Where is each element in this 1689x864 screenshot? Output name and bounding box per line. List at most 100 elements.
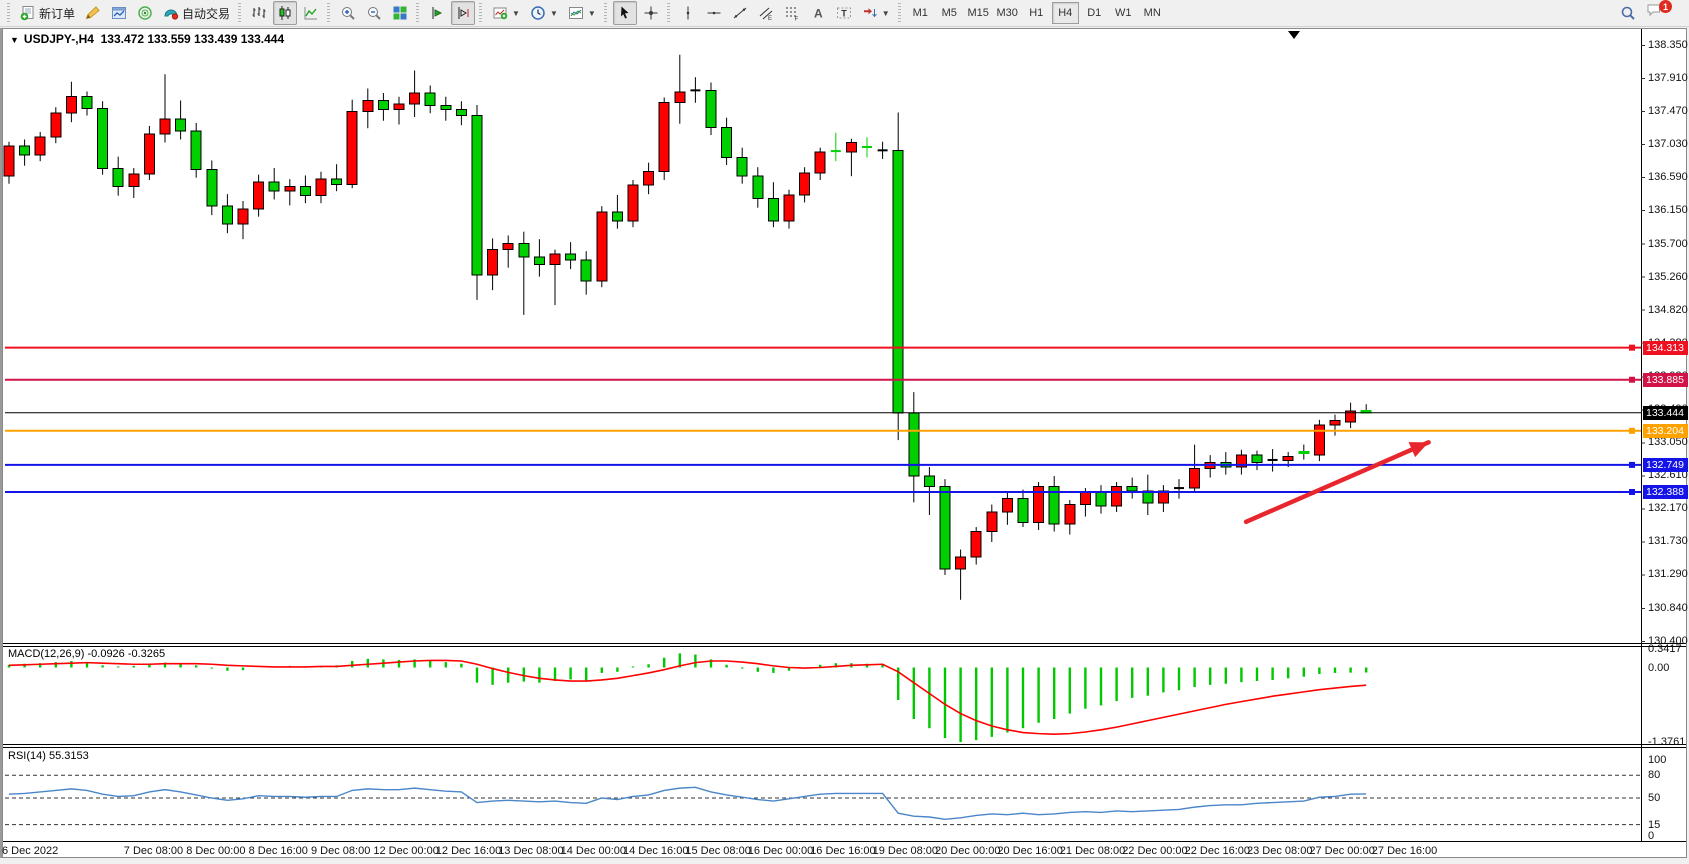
channel-icon: E: [759, 7, 773, 21]
time-tick: 19 Dec 08:00: [872, 845, 939, 857]
search-icon: [1621, 6, 1635, 20]
template-icon: [568, 7, 583, 19]
new-order-icon: [20, 6, 34, 21]
toolbar-group-grip: [238, 3, 242, 23]
svg-text:A: A: [814, 7, 823, 21]
periods-button[interactable]: ▼: [526, 1, 562, 25]
rsi-label: RSI(14): [8, 750, 46, 762]
dropdown-caret-icon: ▼: [549, 8, 558, 18]
price-tick-135.260: 135.260: [1648, 270, 1688, 283]
price-tick-131.730: 131.730: [1648, 535, 1688, 548]
time-tick: 14 Dec 16:00: [623, 845, 689, 857]
time-tick: 22 Dec 00:00: [1122, 845, 1188, 857]
price-badge-133.204: 133.204: [1643, 423, 1688, 438]
time-tick: 16 Dec 16:00: [810, 845, 876, 857]
timeframe-mn-button[interactable]: MN: [1143, 7, 1161, 19]
horizontal-line-button[interactable]: [702, 1, 726, 25]
timeframe-m30-button[interactable]: M30: [996, 7, 1018, 19]
macd-values: -0.0926 -0.3265: [87, 648, 166, 660]
timeframe-m5-button[interactable]: M5: [941, 7, 957, 19]
templates-button[interactable]: ▼: [564, 1, 600, 25]
auto-scroll-button[interactable]: [425, 1, 449, 25]
new-order-button[interactable]: 新订单: [16, 1, 79, 25]
tile-windows-button[interactable]: [388, 1, 412, 25]
price-badge-134.313: 134.313: [1643, 340, 1688, 355]
svg-text:T: T: [841, 9, 847, 19]
dropdown-caret-icon: ▼: [512, 8, 520, 18]
indicators-button[interactable]: ▼: [488, 1, 524, 25]
rsi-pane-header: RSI(14) 55.3153: [8, 750, 89, 762]
time-tick: 12 Dec 16:00: [435, 845, 502, 857]
main-toolbar: 新订单 自动交易 ▼ ▼ ▼ E F A T ▼ M1 M5 M15 M30 H1 H4 D1 W1 MN 1: [0, 0, 1689, 27]
text-button[interactable]: A: [806, 1, 830, 25]
toolbar-group-grip: [479, 3, 483, 23]
toolbar-group-grip: [7, 3, 10, 23]
time-tick: 23 Dec 08:00: [1247, 845, 1313, 857]
zoom-in-button[interactable]: [336, 1, 360, 25]
rsi-tick-15: 15: [1648, 818, 1661, 831]
price-badge-132.388: 132.388: [1643, 484, 1688, 499]
crosshair-button[interactable]: [639, 1, 663, 25]
time-tick: 27 Dec 00:00: [1309, 845, 1375, 857]
vertical-line-button[interactable]: [676, 1, 700, 25]
candles-icon: [279, 6, 291, 20]
chart-shift-button[interactable]: [451, 1, 476, 25]
vline-icon: [686, 6, 690, 20]
market-signal-button[interactable]: [133, 1, 157, 25]
new-order-label: 新订单: [39, 6, 76, 21]
time-tick: 16 Dec 00:00: [747, 845, 814, 857]
timeframe-m1-button[interactable]: M1: [912, 7, 928, 19]
hline-icon: [707, 11, 721, 15]
price-tick-133.050: 133.050: [1648, 436, 1688, 449]
zoom-in-icon: [342, 7, 355, 20]
label-icon: T: [836, 7, 851, 19]
equidistant-channel-button[interactable]: E: [754, 1, 778, 25]
dropdown-caret-icon: ▼: [881, 8, 890, 18]
window-left-edge: [0, 28, 2, 858]
chart-title: ▼ USDJPY-,H4 133.472 133.559 133.439 133.…: [10, 32, 284, 46]
time-tick: 7 Dec 08:00: [123, 845, 184, 857]
zoom-out-button[interactable]: [362, 1, 386, 25]
arrows-button[interactable]: ▼: [858, 1, 894, 25]
timeframe-h4-button[interactable]: H4: [1051, 2, 1079, 24]
trendline-icon: [733, 7, 747, 19]
price-tick-130.840: 130.840: [1648, 602, 1688, 615]
toolbar-group-grip: [603, 3, 607, 23]
line-chart-button[interactable]: [299, 1, 323, 25]
price-tick-131.290: 131.290: [1648, 568, 1688, 581]
chart-window[interactable]: [2, 28, 1687, 858]
fibonacci-icon: F: [785, 7, 798, 21]
symbol-dropdown-icon[interactable]: ▼: [10, 35, 19, 45]
price-badge-133.444: 133.444: [1643, 405, 1688, 420]
timeframe-m15-button[interactable]: M15: [967, 7, 989, 19]
price-tick-136.150: 136.150: [1648, 203, 1688, 216]
autoscroll-icon: [432, 7, 443, 19]
price-tick-132.170: 132.170: [1648, 502, 1688, 515]
toolbar-group-grip: [897, 3, 901, 23]
text-label-button[interactable]: T: [832, 1, 856, 25]
chart-window-button[interactable]: [107, 1, 131, 25]
search-button[interactable]: [1616, 1, 1640, 25]
crayon-icon: [85, 6, 100, 20]
bars-icon: [252, 7, 266, 18]
rsi-tick-50: 50: [1648, 792, 1661, 804]
price-tick-137.470: 137.470: [1648, 104, 1688, 117]
candlestick-chart-button[interactable]: [273, 1, 298, 25]
rsi-tick-80: 80: [1648, 769, 1661, 782]
fibonacci-button[interactable]: F: [780, 1, 804, 25]
bar-chart-button[interactable]: [247, 1, 271, 25]
time-tick: 8 Dec 16:00: [248, 845, 308, 857]
rsi-tick-0: 0: [1648, 830, 1655, 842]
timeframe-h1-button[interactable]: H1: [1029, 7, 1044, 19]
cursor-button[interactable]: [612, 1, 637, 25]
notifications-button[interactable]: 1: [1642, 0, 1674, 25]
time-tick: 15 Dec 08:00: [685, 845, 751, 857]
styler-button[interactable]: [81, 1, 105, 25]
timeframe-d1-button[interactable]: D1: [1087, 7, 1102, 19]
auto-trading-button[interactable]: 自动交易: [159, 1, 234, 25]
cursor-icon: [620, 6, 629, 19]
line-icon: [304, 7, 318, 20]
trendline-button[interactable]: [728, 1, 752, 25]
text-icon: A: [814, 7, 823, 21]
timeframe-w1-button[interactable]: W1: [1114, 7, 1132, 19]
